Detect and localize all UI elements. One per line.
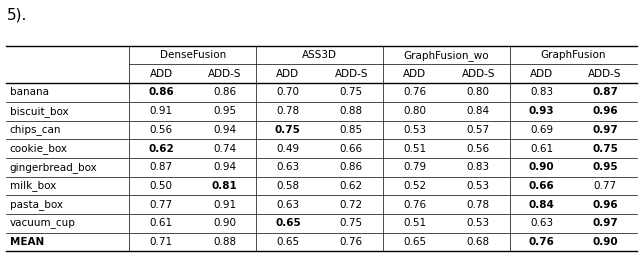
Text: 0.53: 0.53 [403, 125, 426, 135]
Text: 0.57: 0.57 [467, 125, 490, 135]
Text: 0.62: 0.62 [340, 181, 363, 191]
Text: 0.51: 0.51 [403, 218, 426, 228]
Text: 0.83: 0.83 [530, 87, 553, 98]
Text: 0.76: 0.76 [340, 237, 363, 247]
Text: vacuum_cup: vacuum_cup [10, 218, 76, 228]
Text: 0.69: 0.69 [530, 125, 553, 135]
Text: 0.65: 0.65 [275, 218, 301, 228]
Text: 0.75: 0.75 [340, 87, 363, 98]
Text: cookie_box: cookie_box [10, 143, 68, 154]
Text: ADD: ADD [403, 69, 426, 79]
Text: 5).: 5). [6, 8, 27, 23]
Text: 0.63: 0.63 [530, 218, 553, 228]
Text: 0.70: 0.70 [276, 87, 300, 98]
Text: 0.66: 0.66 [529, 181, 554, 191]
Text: 0.83: 0.83 [467, 162, 490, 172]
Text: 0.53: 0.53 [467, 218, 490, 228]
Text: 0.63: 0.63 [276, 200, 300, 210]
Text: banana: banana [10, 87, 49, 98]
Text: 0.65: 0.65 [276, 237, 300, 247]
Text: 0.61: 0.61 [530, 144, 553, 154]
Text: 0.52: 0.52 [403, 181, 426, 191]
Text: 0.76: 0.76 [403, 87, 426, 98]
Text: 0.95: 0.95 [592, 162, 618, 172]
Text: 0.56: 0.56 [467, 144, 490, 154]
Text: 0.68: 0.68 [467, 237, 490, 247]
Text: 0.77: 0.77 [150, 200, 173, 210]
Text: 0.71: 0.71 [150, 237, 173, 247]
Text: 0.90: 0.90 [529, 162, 554, 172]
Text: 0.72: 0.72 [340, 200, 363, 210]
Text: 0.86: 0.86 [340, 162, 363, 172]
Text: pasta_box: pasta_box [10, 199, 63, 210]
Text: 0.91: 0.91 [213, 200, 236, 210]
Text: ADD: ADD [276, 69, 300, 79]
Text: ADD-S: ADD-S [208, 69, 241, 79]
Text: ASS3D: ASS3D [302, 50, 337, 60]
Text: 0.80: 0.80 [403, 106, 426, 116]
Text: 0.93: 0.93 [529, 106, 554, 116]
Text: 0.84: 0.84 [467, 106, 490, 116]
Text: 0.90: 0.90 [592, 237, 618, 247]
Text: 0.88: 0.88 [340, 106, 363, 116]
Text: milk_box: milk_box [10, 181, 56, 192]
Text: 0.81: 0.81 [212, 181, 237, 191]
Text: 0.96: 0.96 [592, 106, 618, 116]
Text: 0.65: 0.65 [403, 237, 426, 247]
Text: 0.85: 0.85 [340, 125, 363, 135]
Text: 0.97: 0.97 [592, 218, 618, 228]
Text: 0.94: 0.94 [213, 162, 236, 172]
Text: 0.88: 0.88 [213, 237, 236, 247]
Text: 0.79: 0.79 [403, 162, 426, 172]
Text: 0.96: 0.96 [592, 200, 618, 210]
Text: 0.95: 0.95 [213, 106, 236, 116]
Text: 0.86: 0.86 [148, 87, 174, 98]
Text: 0.91: 0.91 [150, 106, 173, 116]
Text: 0.51: 0.51 [403, 144, 426, 154]
Text: 0.62: 0.62 [148, 144, 174, 154]
Text: 0.87: 0.87 [592, 87, 618, 98]
Text: 0.87: 0.87 [150, 162, 173, 172]
Text: ADD-S: ADD-S [335, 69, 368, 79]
Text: 0.80: 0.80 [467, 87, 490, 98]
Text: DenseFusion: DenseFusion [159, 50, 226, 60]
Text: MEAN: MEAN [10, 237, 44, 247]
Text: ADD-S: ADD-S [588, 69, 622, 79]
Text: ADD: ADD [530, 69, 553, 79]
Text: 0.61: 0.61 [150, 218, 173, 228]
Text: 0.74: 0.74 [213, 144, 236, 154]
Text: gingerbread_box: gingerbread_box [10, 162, 97, 173]
Text: chips_can: chips_can [10, 124, 61, 135]
Text: 0.75: 0.75 [592, 144, 618, 154]
Text: 0.90: 0.90 [213, 218, 236, 228]
Text: 0.76: 0.76 [529, 237, 555, 247]
Text: 0.66: 0.66 [340, 144, 363, 154]
Text: 0.94: 0.94 [213, 125, 236, 135]
Text: 0.97: 0.97 [592, 125, 618, 135]
Text: ADD: ADD [150, 69, 173, 79]
Text: GraphFusion_wo: GraphFusion_wo [404, 50, 490, 60]
Text: 0.63: 0.63 [276, 162, 300, 172]
Text: ADD-S: ADD-S [461, 69, 495, 79]
Text: 0.78: 0.78 [276, 106, 300, 116]
Text: 0.53: 0.53 [467, 181, 490, 191]
Text: 0.50: 0.50 [150, 181, 173, 191]
Text: 0.86: 0.86 [213, 87, 236, 98]
Text: 0.78: 0.78 [467, 200, 490, 210]
Text: 0.84: 0.84 [529, 200, 555, 210]
Text: 0.77: 0.77 [593, 181, 617, 191]
Text: 0.75: 0.75 [340, 218, 363, 228]
Text: 0.58: 0.58 [276, 181, 300, 191]
Text: biscuit_box: biscuit_box [10, 106, 68, 117]
Text: 0.76: 0.76 [403, 200, 426, 210]
Text: GraphFusion: GraphFusion [541, 50, 606, 60]
Text: 0.56: 0.56 [150, 125, 173, 135]
Text: 0.49: 0.49 [276, 144, 300, 154]
Text: 0.75: 0.75 [275, 125, 301, 135]
